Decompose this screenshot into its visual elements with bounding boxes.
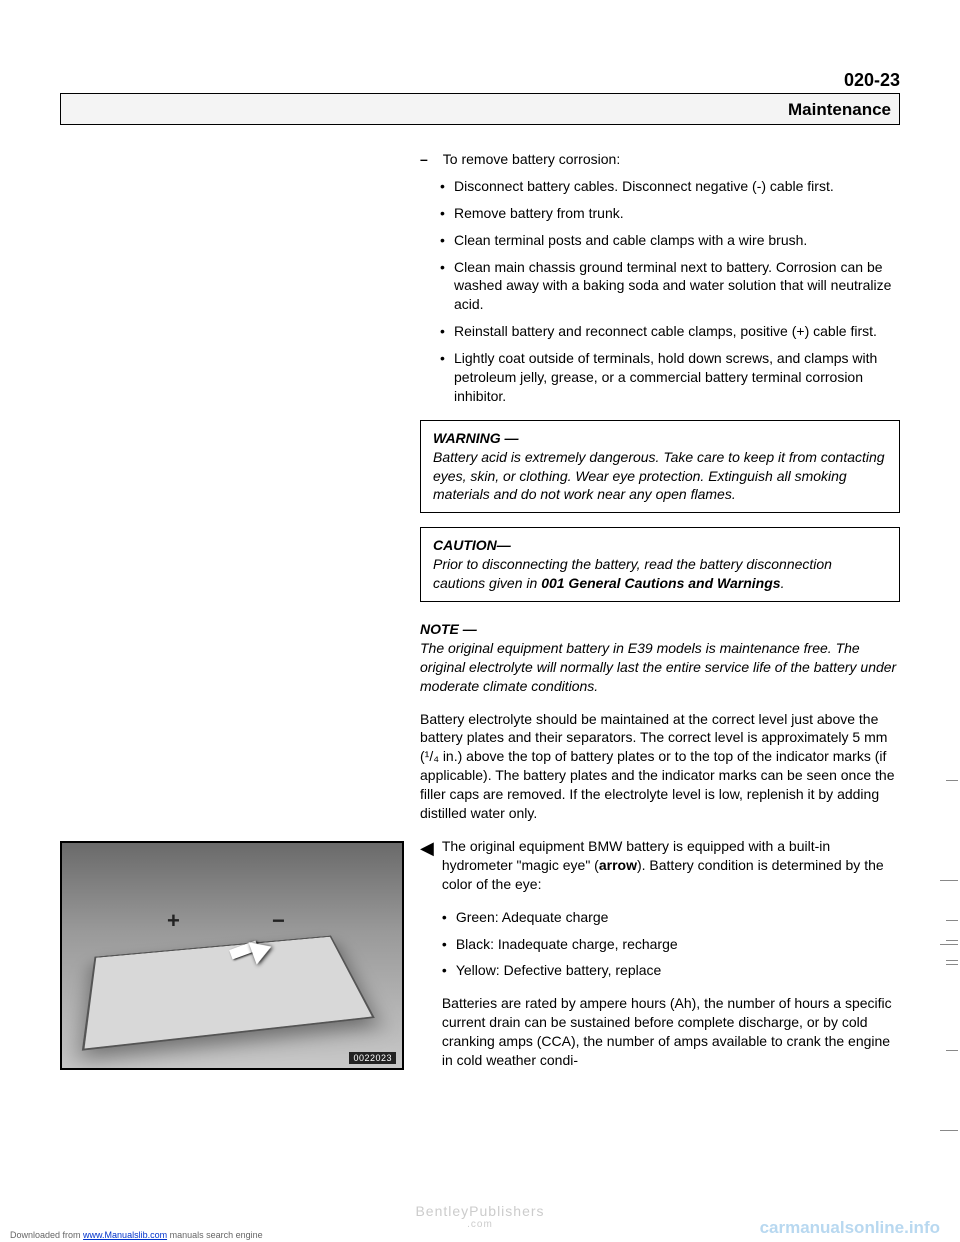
manualslib-link[interactable]: www.Manualslib.com: [83, 1230, 167, 1240]
figure-id-label: 0022023: [349, 1052, 396, 1064]
magic-eye-paragraph: The original equipment BMW battery is eq…: [442, 837, 900, 894]
bullet-item: Clean main chassis ground terminal next …: [440, 258, 900, 315]
warning-box: WARNING — Battery acid is extremely dang…: [420, 420, 900, 514]
bullet-item: Green: Adequate charge: [442, 908, 900, 927]
bullet-item: Remove battery from trunk.: [440, 204, 900, 223]
download-pre: Downloaded from: [10, 1230, 83, 1240]
procedure-step: – To remove battery corrosion:: [420, 150, 900, 169]
caution-text-post: .: [781, 575, 785, 591]
left-column: + − 0022023: [60, 150, 400, 1070]
note-body: The original equipment battery in E39 mo…: [420, 639, 900, 696]
warning-title: WARNING —: [433, 429, 887, 448]
negative-terminal-label: −: [272, 908, 285, 934]
bullet-item: Clean terminal posts and cable clamps wi…: [440, 231, 900, 250]
caution-body: Prior to disconnecting the battery, read…: [433, 555, 887, 593]
magic-eye-section: ◀ The original equipment BMW battery is …: [420, 837, 900, 1070]
step-text: To remove battery corrosion:: [443, 150, 620, 169]
battery-shape: [82, 935, 375, 1050]
positive-terminal-label: +: [167, 908, 180, 934]
right-column: – To remove battery corrosion: Disconnec…: [420, 150, 900, 1070]
bullet-item: Disconnect battery cables. Disconnect ne…: [440, 177, 900, 196]
download-post: manuals search engine: [167, 1230, 263, 1240]
triangle-pointer-icon: ◀: [420, 839, 434, 1070]
procedure-bullets: Disconnect battery cables. Disconnect ne…: [440, 177, 900, 406]
margin-tick-marks: [940, 0, 958, 1242]
content-columns: + − 0022023 – To remove battery corrosio…: [60, 150, 900, 1070]
warning-body: Battery acid is extremely dangerous. Tak…: [433, 448, 887, 505]
caution-bold: 001 General Cautions and Warnings: [541, 575, 780, 591]
electrolyte-paragraph: Battery electrolyte should be maintained…: [420, 710, 900, 823]
eye-color-list: Green: Adequate charge Black: Inadequate…: [442, 908, 900, 981]
note-title: NOTE —: [420, 620, 900, 639]
page: 020-23 Maintenance + − 0022023 – To remo…: [0, 0, 960, 1242]
caution-title: CAUTION—: [433, 536, 887, 555]
caution-box: CAUTION— Prior to disconnecting the batt…: [420, 527, 900, 602]
rating-paragraph: Batteries are rated by ampere hours (Ah)…: [442, 994, 900, 1070]
page-number: 020-23: [60, 70, 900, 91]
battery-figure: + − 0022023: [60, 841, 404, 1070]
magic-eye-bold: arrow: [599, 857, 637, 873]
section-title: Maintenance: [788, 100, 891, 119]
bullet-item: Reinstall battery and reconnect cable cl…: [440, 322, 900, 341]
bullet-item: Yellow: Defective battery, replace: [442, 961, 900, 980]
download-attribution: Downloaded from www.Manualslib.com manua…: [10, 1230, 263, 1240]
bullet-item: Black: Inadequate charge, recharge: [442, 935, 900, 954]
step-dash: –: [420, 150, 428, 169]
section-title-bar: Maintenance: [60, 93, 900, 125]
publisher-name: BentleyPublishers: [415, 1203, 544, 1219]
bullet-item: Lightly coat outside of terminals, hold …: [440, 349, 900, 406]
site-watermark: carmanualsonline.info: [760, 1218, 940, 1238]
